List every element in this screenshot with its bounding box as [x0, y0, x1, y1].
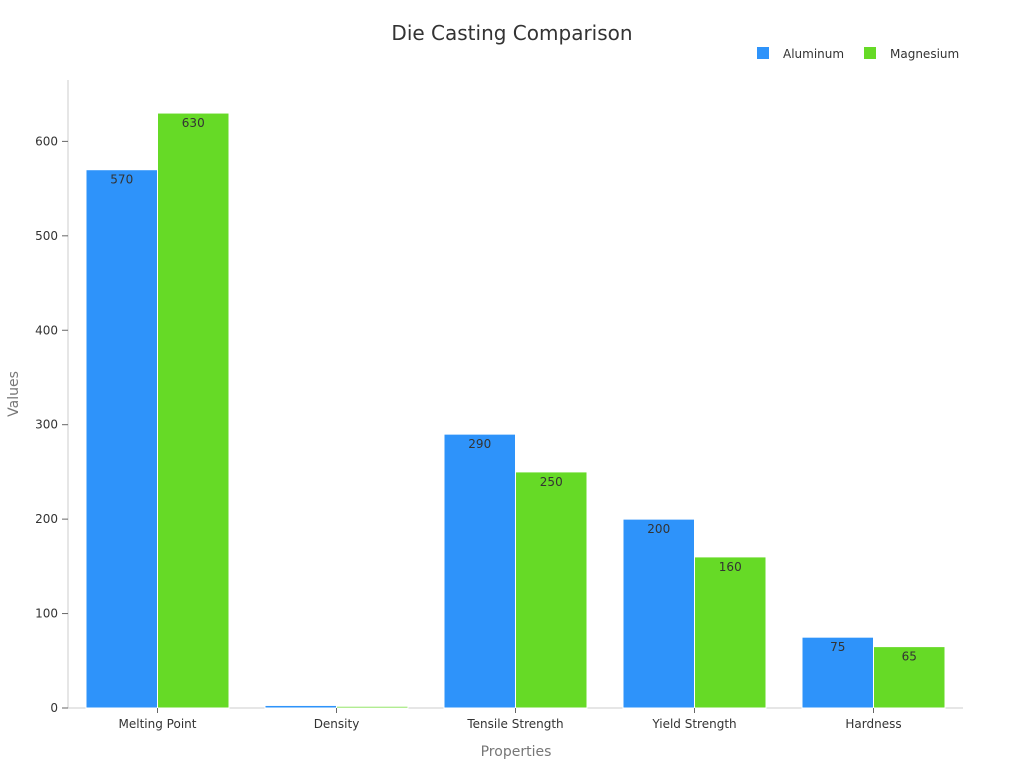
y-axis-ticks: 0 100 200 300 400 500 600: [35, 134, 68, 715]
x-tick-label-melting-point: Melting Point: [119, 717, 197, 731]
chart-title: Die Casting Comparison: [391, 21, 632, 45]
bar-magnesium-density[interactable]: [336, 705, 409, 709]
legend: Aluminum Magnesium: [757, 47, 959, 61]
x-axis-ticks: Melting Point Density Tensile Strength Yiel…: [119, 708, 902, 731]
bar-magnesium-hardness[interactable]: [873, 646, 946, 709]
data-label-aluminum-yield-strength: 200: [647, 522, 670, 536]
y-axis-title: Values: [6, 371, 22, 417]
bar-magnesium-tensile-strength[interactable]: [515, 471, 588, 709]
bar-magnesium-melting-point[interactable]: [157, 112, 230, 709]
bar-aluminum-melting-point[interactable]: [85, 169, 158, 709]
x-tick-label-density: Density: [314, 717, 360, 731]
legend-label-magnesium: Magnesium: [890, 47, 959, 61]
y-tick-label: 500: [35, 229, 58, 243]
data-label-aluminum-melting-point: 570: [110, 173, 133, 187]
bar-aluminum-density[interactable]: [264, 704, 337, 709]
y-tick-label: 300: [35, 418, 58, 432]
data-label-magnesium-yield-strength: 160: [719, 560, 742, 574]
y-tick-label: 200: [35, 512, 58, 526]
data-label-magnesium-tensile-strength: 250: [540, 475, 563, 489]
y-tick-label: 0: [50, 701, 58, 715]
bar-magnesium-yield-strength[interactable]: [694, 556, 767, 709]
bar-aluminum-yield-strength[interactable]: [622, 518, 695, 709]
data-label-magnesium-hardness: 65: [902, 650, 917, 664]
y-tick-label: 100: [35, 607, 58, 621]
data-label-aluminum-hardness: 75: [830, 640, 845, 654]
x-tick-label-tensile-strength: Tensile Strength: [466, 717, 563, 731]
x-tick-label-yield-strength: Yield Strength: [651, 717, 736, 731]
bar-aluminum-tensile-strength[interactable]: [443, 433, 516, 709]
legend-item-magnesium[interactable]: Magnesium: [864, 47, 959, 61]
y-tick-label: 600: [35, 134, 58, 148]
legend-item-aluminum[interactable]: Aluminum: [757, 47, 844, 61]
legend-swatch-magnesium: [864, 47, 876, 59]
data-label-aluminum-tensile-strength: 290: [468, 437, 491, 451]
y-tick-label: 400: [35, 323, 58, 337]
legend-label-aluminum: Aluminum: [783, 47, 844, 61]
x-tick-label-hardness: Hardness: [845, 717, 901, 731]
data-labels: 570 630 290 250 200 160 75 65: [110, 116, 917, 664]
x-axis-title: Properties: [481, 744, 552, 760]
legend-swatch-aluminum: [757, 47, 769, 59]
bars: [85, 112, 946, 709]
data-label-magnesium-melting-point: 630: [182, 116, 205, 130]
